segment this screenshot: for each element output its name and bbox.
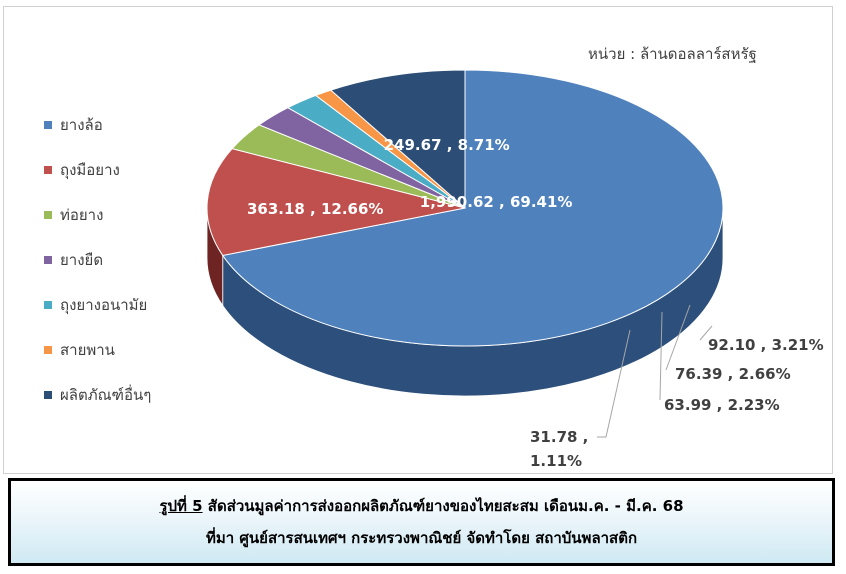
caption-line-1: รูปที่ 5 สัดส่วนมูลค่าการส่งออกผลิตภัณฑ์…	[159, 494, 683, 518]
legend-item: ท่อยาง	[44, 192, 151, 237]
legend-swatch	[44, 120, 52, 129]
legend-swatch	[44, 255, 52, 264]
legend-item: ยางล้อ	[44, 102, 151, 147]
data-label: 1,990.62 , 69.41%	[420, 193, 573, 211]
pie-slice	[221, 69, 724, 347]
figure-number: รูปที่ 5	[159, 497, 203, 515]
legend-item: ผลิตภัณฑ์อื่นๆ	[44, 372, 151, 417]
leader-line	[699, 325, 713, 341]
legend-swatch	[44, 210, 52, 219]
legend-label: ผลิตภัณฑ์อื่นๆ	[60, 385, 152, 404]
figure-caption: รูปที่ 5 สัดส่วนมูลค่าการส่งออกผลิตภัณฑ์…	[8, 478, 835, 566]
legend-swatch	[44, 345, 52, 354]
legend-item: ยางยืด	[44, 237, 151, 282]
legend-label: ท่อยาง	[60, 205, 104, 224]
leader-line	[665, 304, 691, 371]
leader-line	[597, 329, 631, 438]
caption-title: สัดส่วนมูลค่าการส่งออกผลิตภัณฑ์ยางของไทย…	[202, 497, 684, 515]
legend-swatch	[44, 300, 52, 309]
legend-swatch	[44, 390, 52, 399]
data-label: 31.78 ,	[530, 428, 588, 446]
data-label: 1.11%	[530, 452, 582, 470]
pie-slice	[206, 148, 466, 256]
pie-slice	[329, 69, 466, 210]
data-label: 249.67 , 8.71%	[384, 136, 510, 154]
data-label: 76.39 , 2.66%	[675, 365, 791, 383]
data-label: 63.99 , 2.23%	[664, 396, 780, 414]
unit-label: หน่วย : ล้านดอลลาร์สหรัฐ	[588, 45, 757, 63]
data-label: 92.10 , 3.21%	[708, 336, 824, 354]
pie-top	[206, 69, 724, 347]
chart-legend: ยางล้อ ถุงมือยาง ท่อยาง ยางยืด ถุงยางอนา…	[44, 102, 151, 417]
caption-source: ที่มา ศูนย์สารสนเทศฯ กระทรวงพาณิชย์ จัดท…	[205, 529, 638, 547]
legend-swatch	[44, 165, 52, 174]
pie-chart: 1,990.62 , 69.41% 363.18 , 12.66% 249.67 ,…	[206, 69, 824, 470]
data-label: 363.18 , 12.66%	[247, 200, 384, 218]
legend-label: ถุงยางอนามัย	[60, 295, 148, 314]
legend-item: ถุงมือยาง	[44, 147, 151, 192]
legend-label: สายพาน	[60, 340, 115, 359]
legend-item: ถุงยางอนามัย	[44, 282, 151, 327]
legend-label: ยางล้อ	[60, 115, 103, 134]
legend-item: สายพาน	[44, 327, 151, 372]
legend-label: ถุงมือยาง	[60, 160, 120, 179]
legend-label: ยางยืด	[60, 250, 104, 269]
leader-line	[659, 311, 663, 401]
